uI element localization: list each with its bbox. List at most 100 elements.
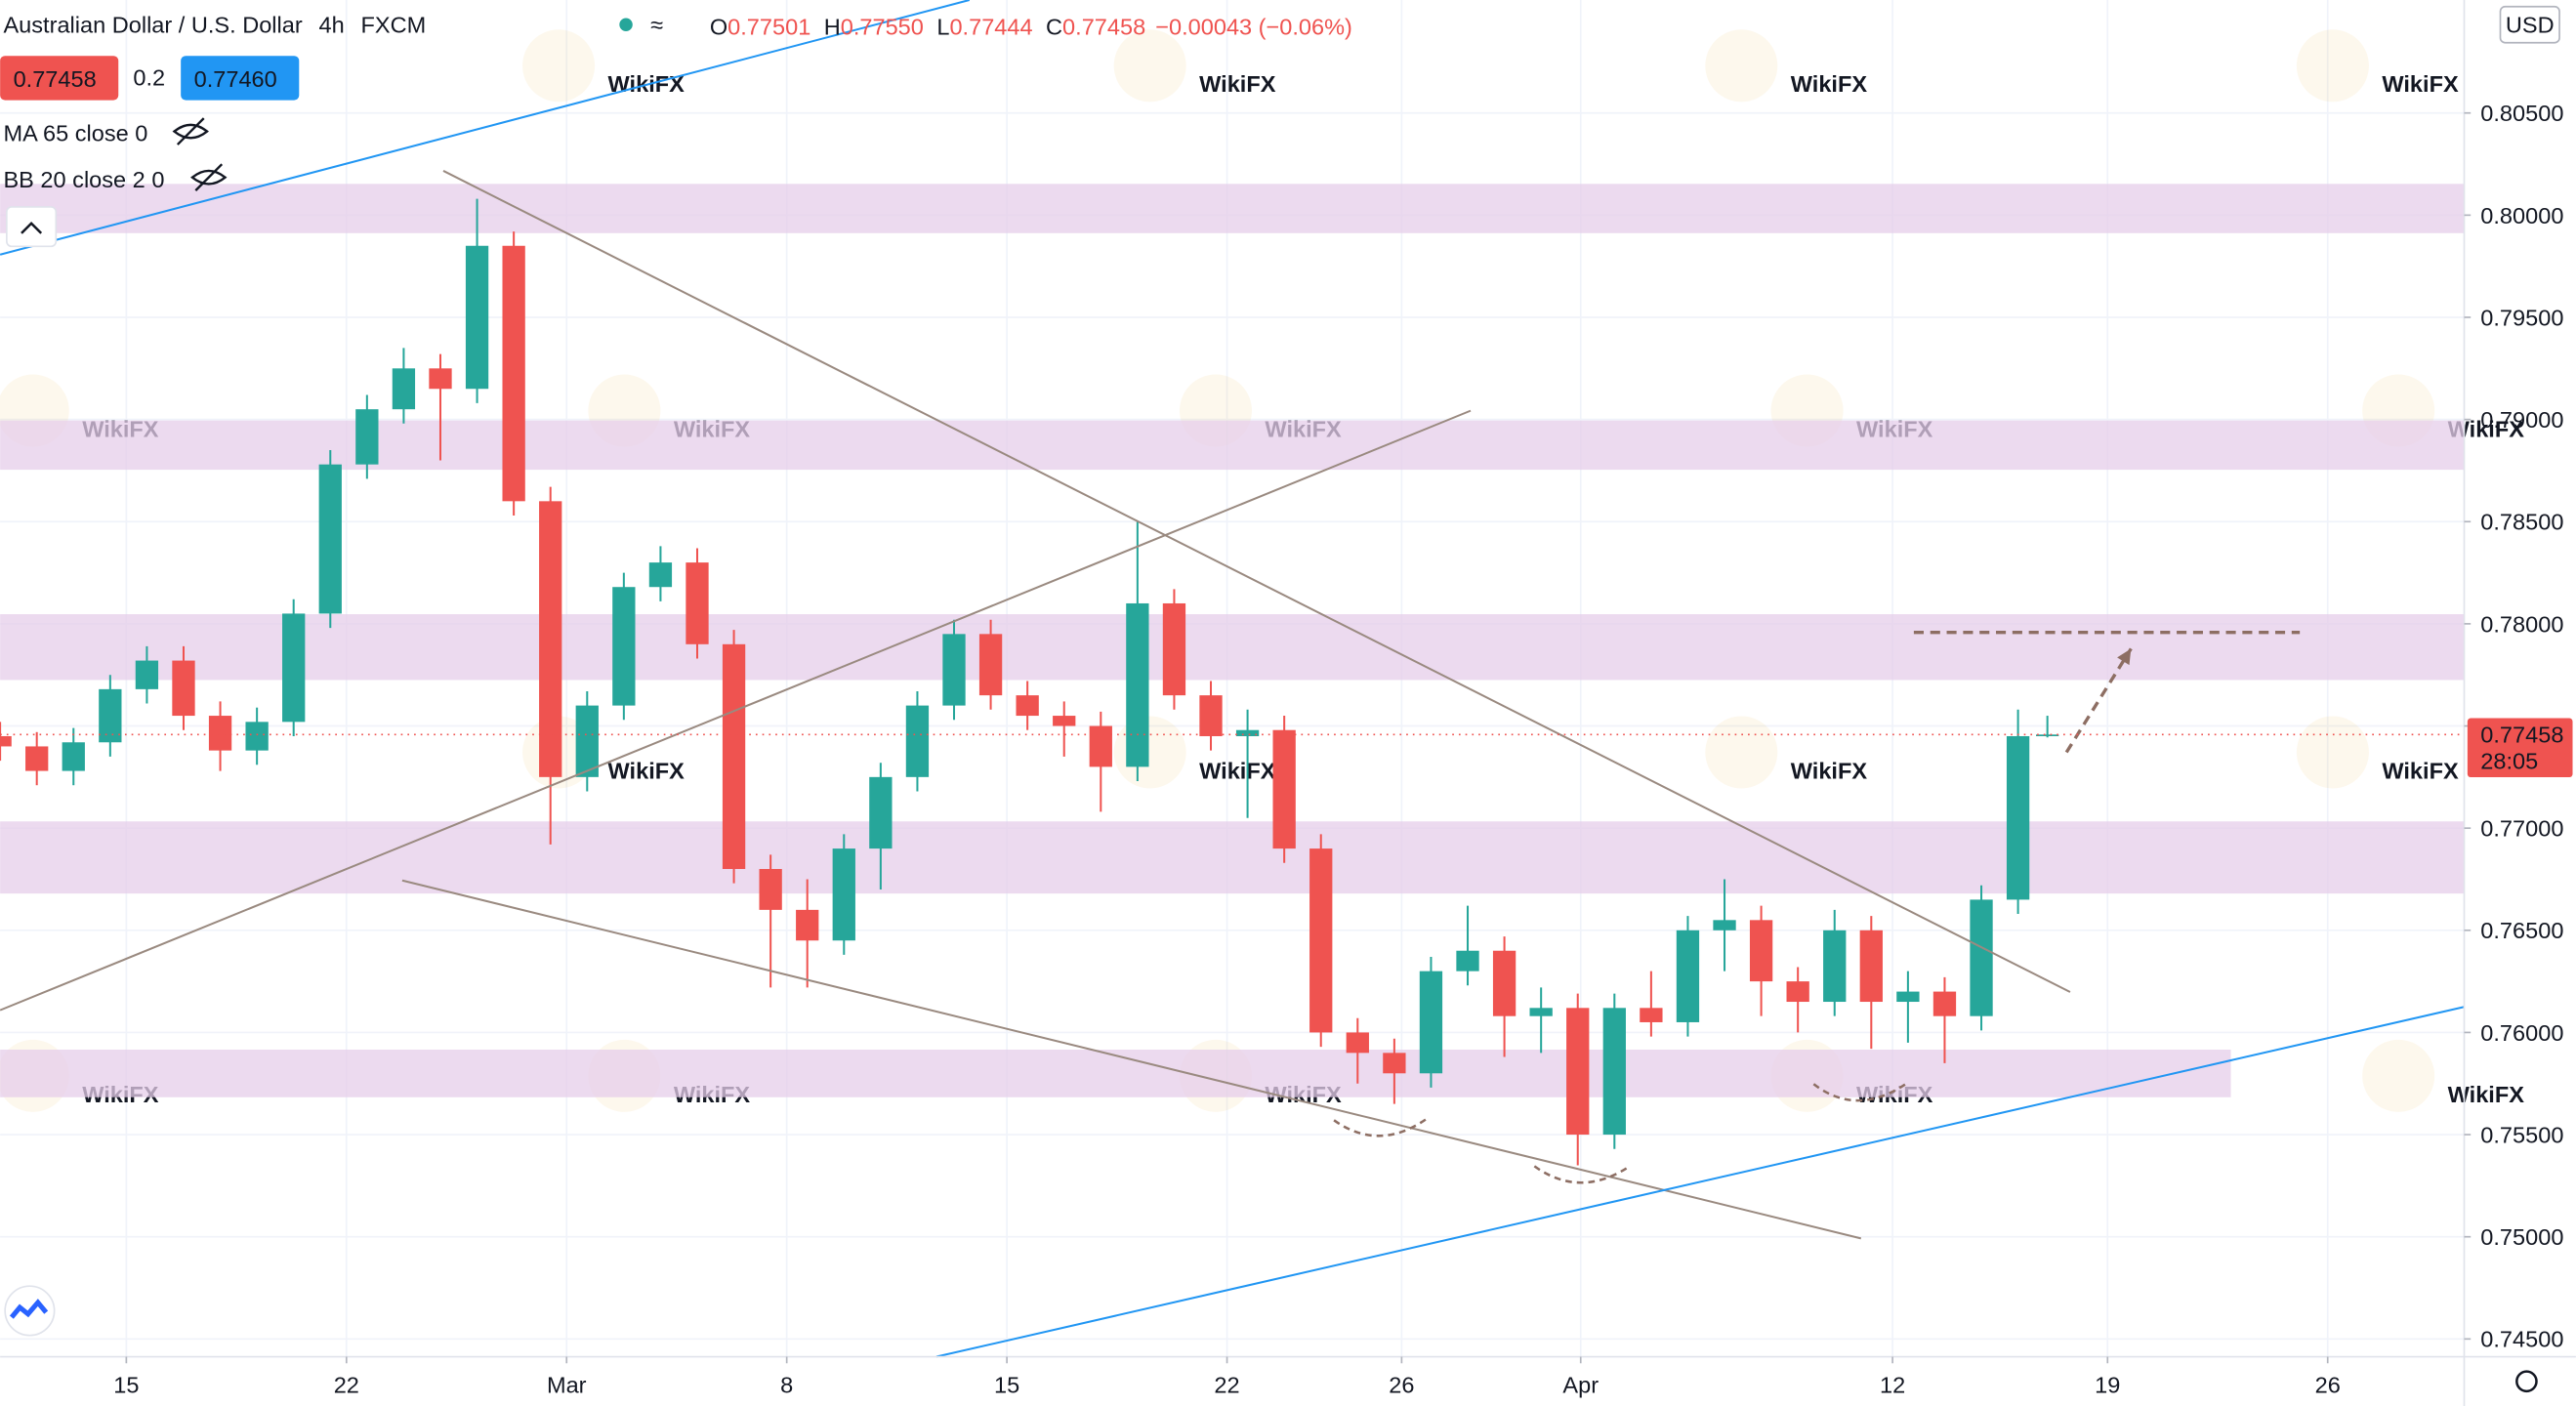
y-tick-label: 0.80500 — [2480, 101, 2563, 126]
y-tick-label: 0.78000 — [2480, 611, 2563, 637]
collapse-icon[interactable] — [21, 222, 43, 234]
watermark-logo — [2296, 29, 2369, 103]
candle-body — [905, 705, 930, 777]
candle-body — [99, 688, 122, 743]
x-tick-label: 26 — [2315, 1373, 2341, 1398]
trendline — [935, 1006, 2465, 1358]
candle-body — [2006, 735, 2030, 900]
x-tick-label: 26 — [1389, 1373, 1414, 1398]
hide-icon[interactable] — [172, 117, 209, 145]
candle-body — [1823, 930, 1847, 1003]
sell-button[interactable] — [0, 56, 119, 101]
y-tick-label: 0.79500 — [2480, 305, 2563, 330]
x-tick-label: Apr — [1562, 1373, 1599, 1398]
ohlc-label: C — [1046, 14, 1062, 39]
candle-body — [942, 634, 966, 706]
watermark: WikiFX — [1791, 758, 1868, 783]
candle-body — [1272, 729, 1296, 849]
candle-body — [1970, 899, 1993, 1016]
candle-body — [62, 742, 85, 771]
candle-body — [392, 368, 416, 410]
settings-icon[interactable] — [2515, 1370, 2538, 1393]
watermark-logo — [522, 29, 596, 103]
watermark: WikiFX — [2382, 71, 2459, 97]
symbol: Australian Dollar / U.S. Dollar — [3, 13, 302, 38]
candle-body — [25, 746, 49, 771]
currency[interactable]: USD — [2506, 13, 2555, 38]
candle-body — [318, 464, 342, 614]
status-dot — [619, 18, 633, 31]
candle-body — [648, 562, 673, 588]
candle-body — [135, 660, 159, 689]
x-tick-label: Mar — [547, 1373, 587, 1398]
currency-box[interactable] — [2499, 5, 2560, 44]
candle-body — [1859, 930, 1883, 1003]
candle-body — [978, 634, 1003, 696]
y-tick-label: 0.78500 — [2480, 510, 2563, 535]
candle-body — [245, 722, 269, 751]
buy-button[interactable] — [181, 56, 300, 101]
candle-body — [1419, 971, 1443, 1074]
zone — [0, 821, 2465, 894]
curve — [1533, 1165, 1631, 1184]
buy-price[interactable]: 0.77460 — [194, 66, 277, 92]
x-tick-label: 22 — [334, 1373, 359, 1398]
candle-body — [796, 909, 819, 941]
watermark: WikiFX — [2382, 758, 2459, 783]
watermark-logo — [1113, 716, 1186, 789]
candle-body — [172, 660, 195, 717]
watermark: WikiFX — [1791, 71, 1868, 97]
x-tick-label: 15 — [994, 1373, 1019, 1398]
y-tick-label: 0.75500 — [2480, 1122, 2563, 1147]
ohlc-value: 0.77501 — [727, 14, 810, 39]
zones — [0, 184, 2465, 1097]
collapse-button[interactable] — [6, 206, 58, 248]
candle-body — [2036, 734, 2059, 736]
candle-body — [1346, 1032, 1369, 1054]
pattern-curves — [1333, 1083, 1907, 1184]
candle-body — [1676, 930, 1700, 1022]
ohlc-label: H — [824, 14, 841, 39]
candle-body — [465, 245, 489, 390]
candle-body — [722, 643, 746, 870]
trendlines — [0, 0, 2465, 1358]
candle-body — [1492, 950, 1517, 1016]
last-price-label: 0.77458 — [2480, 723, 2563, 748]
zone — [0, 1050, 2231, 1097]
y-tick-label: 0.74500 — [2480, 1327, 2563, 1352]
candle-body — [355, 409, 379, 465]
status-wave: ≈ — [650, 13, 663, 38]
curve — [1333, 1115, 1431, 1137]
y-tick-label: 0.80000 — [2480, 203, 2563, 228]
axes: 0.74500 0.75000 0.75500 0.76000 0.76500 0.770… — [0, 101, 2573, 1398]
candle-body — [1199, 695, 1223, 736]
y-tick-label: 0.75000 — [2480, 1224, 2563, 1250]
candle-body — [1640, 1008, 1663, 1022]
candle-body — [1162, 602, 1186, 696]
ohlc-label: O — [710, 14, 727, 39]
x-tick-label: 22 — [1214, 1373, 1239, 1398]
curve — [1812, 1083, 1907, 1102]
candle-body — [832, 848, 855, 941]
candle-body — [1786, 981, 1809, 1003]
candle-body — [1602, 1008, 1626, 1136]
symbol-line: Australian Dollar / U.S. Dollar 4h FXCM — [3, 13, 426, 38]
timer: 28:05 — [2480, 749, 2538, 774]
trendline — [442, 170, 2071, 993]
candle-body — [539, 501, 562, 777]
hide-icon[interactable] — [190, 163, 228, 191]
candle-body — [1566, 1008, 1590, 1136]
logo-mark[interactable] — [9, 1299, 49, 1319]
y-tick-label: 0.76500 — [2480, 918, 2563, 943]
ohlc-value: 0.77550 — [841, 14, 924, 39]
change: −0.00043 (−0.06%) — [1155, 14, 1352, 39]
x-tick-label: 15 — [113, 1373, 139, 1398]
sell-price[interactable]: 0.77458 — [14, 66, 97, 92]
candle-body — [502, 245, 525, 502]
ohlc: O0.77501 H0.77550 L0.77444 C0.77458 −0.00043… — [710, 14, 1352, 39]
watermark-logo — [1705, 716, 1778, 789]
y-tick-label: 0.79000 — [2480, 407, 2563, 433]
watermark: WikiFX — [2448, 1082, 2525, 1107]
